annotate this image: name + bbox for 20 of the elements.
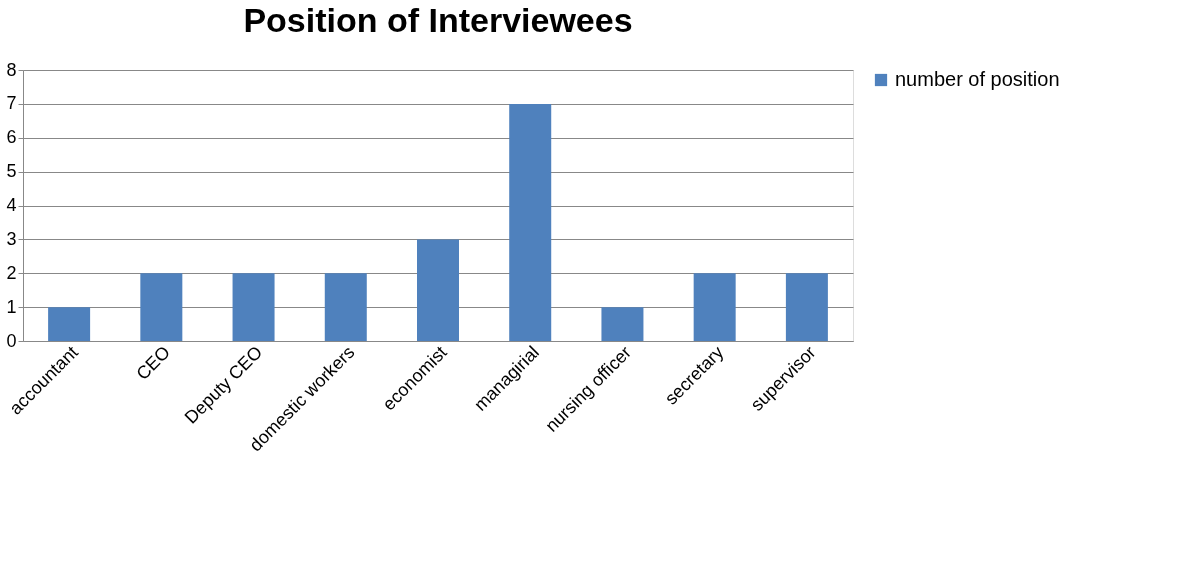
y-tick-label: 3: [6, 228, 17, 249]
bar: [785, 273, 828, 341]
bar: [693, 273, 736, 341]
y-tick-label: 4: [6, 195, 17, 215]
bar: [417, 239, 459, 341]
bar: [140, 273, 183, 341]
y-tick-label: 2: [6, 262, 17, 283]
chart-title: Position of Interviewees: [243, 1, 633, 39]
y-tick-label: 0: [6, 330, 17, 351]
bar: [232, 273, 275, 341]
legend-label: number of position: [895, 68, 1060, 90]
bar: [48, 307, 91, 341]
bar: [324, 273, 367, 341]
y-tick-label: 6: [6, 127, 17, 148]
y-tick-label: 7: [6, 93, 17, 114]
y-tick-label: 1: [6, 296, 17, 317]
bar: [509, 103, 552, 341]
bar: [601, 307, 644, 341]
y-tick-label: 8: [6, 59, 17, 80]
y-tick-label: 5: [6, 161, 17, 182]
